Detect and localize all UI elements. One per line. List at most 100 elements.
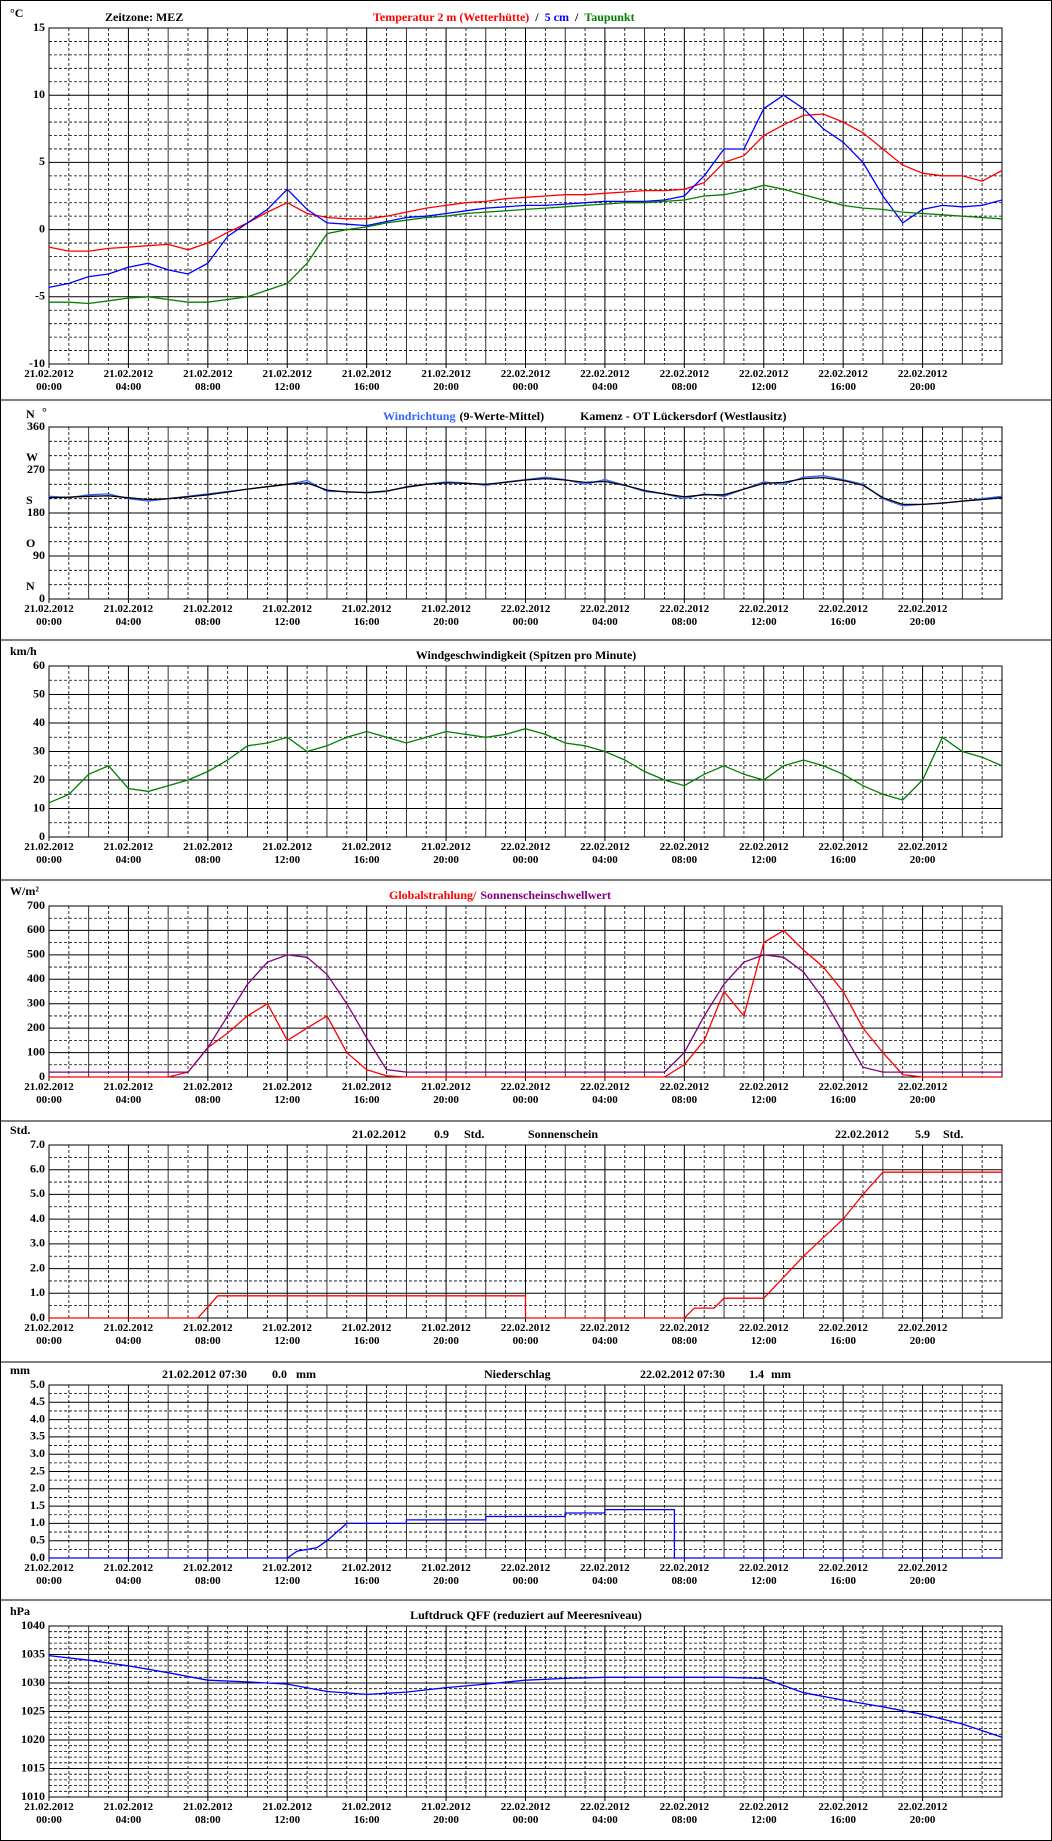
x-tick-label: 21.02.2012 12:00 (262, 1322, 313, 1347)
title-text: Sonnenschein (528, 1127, 598, 1141)
y-tick-label: 4.0 (30, 1211, 45, 1225)
x-tick-label: 22.02.2012 04:00 (580, 368, 630, 393)
x-tick-label: 22.02.2012 16:00 (818, 1801, 868, 1826)
x-tick-label: 22.02.2012 00:00 (500, 603, 551, 628)
unit-label: mm (10, 1363, 30, 1377)
header-note: Std. (464, 1127, 484, 1141)
y-tick-label: 10 (33, 87, 45, 101)
unit-label: W/m² (10, 884, 39, 898)
y-tick-label: 30 (33, 743, 45, 757)
x-tick-label: 22.02.2012 20:00 (897, 1081, 948, 1106)
x-tick-label: 21.02.2012 00:00 (24, 368, 74, 393)
y-tick-label: 40 (33, 715, 45, 729)
plot-border (48, 426, 1003, 600)
x-tick-label: 22.02.2012 08:00 (659, 1322, 710, 1347)
direction-label: S (26, 493, 33, 507)
data-line (49, 1508, 1002, 1559)
y-tick-label: 6.0 (30, 1161, 45, 1175)
y-tick-label: 100 (27, 1044, 45, 1058)
chart-title: Niederschlag (484, 1367, 551, 1381)
x-tick-label: 22.02.2012 12:00 (739, 368, 789, 393)
y-tick-label: 5.0 (30, 1377, 45, 1391)
x-tick-label: 21.02.2012 20:00 (421, 1081, 471, 1106)
x-tick-label: 21.02.2012 20:00 (421, 603, 471, 628)
legend-entry: Taupunkt (584, 10, 634, 24)
x-tick-label: 21.02.2012 16:00 (341, 1081, 392, 1106)
x-tick-label: 22.02.2012 20:00 (897, 368, 948, 393)
title-separator: / (534, 10, 539, 24)
y-tick-label: 0.0 (30, 1550, 45, 1564)
x-tick-label: 21.02.2012 20:00 (421, 1322, 471, 1347)
x-tick-label: 21.02.2012 08:00 (183, 1322, 233, 1347)
panel: -10 -5 0 5 10 15 °C Zeitzone: MEZ Temperatur 2 m… (0, 6, 1052, 401)
x-tick-label: 21.02.2012 12:00 (262, 1801, 313, 1826)
chart-title: Globalstrahlung/Sonnenscheinschwellwert (389, 888, 611, 902)
x-tick-label: 21.02.2012 12:00 (262, 1081, 313, 1106)
x-tick-label: 22.02.2012 00:00 (500, 1801, 551, 1826)
y-tick-label: -5 (35, 289, 45, 303)
x-tick-label: 21.02.2012 20:00 (421, 1801, 471, 1826)
y-tick-label: 400 (27, 971, 45, 985)
x-tick-label: 22.02.2012 20:00 (897, 1801, 948, 1826)
chart-title: Sonnenschein (528, 1127, 598, 1141)
y-tick-label: 3.5 (30, 1429, 45, 1443)
x-tick-label: 22.02.2012 04:00 (580, 841, 630, 866)
x-tick-label: 21.02.2012 16:00 (341, 603, 392, 628)
data-line (49, 954, 1002, 1073)
x-tick-label: 21.02.2012 04:00 (103, 841, 154, 866)
x-tick-label: 21.02.2012 16:00 (341, 1801, 392, 1826)
x-tick-label: 22.02.2012 20:00 (897, 841, 948, 866)
y-tick-label: 10 (33, 800, 45, 814)
y-tick-label: 1.0 (30, 1285, 45, 1299)
x-tick-label: 22.02.2012 00:00 (500, 1322, 551, 1347)
x-tick-label: 22.02.2012 04:00 (580, 1562, 630, 1587)
title-text: Luftdruck QFF (reduziert auf Meeresnivea… (410, 1608, 642, 1622)
x-tick-label: 21.02.2012 00:00 (24, 603, 74, 628)
y-tick-label: 1040 (21, 1618, 45, 1632)
direction-label: W (26, 450, 38, 464)
x-tick-label: 21.02.2012 08:00 (183, 1801, 233, 1826)
y-tick-label: 0 (39, 829, 45, 843)
y-tick-label: 600 (27, 922, 45, 936)
title-text: Kamenz - OT Lückersdorf (Westlausitz) (580, 409, 786, 423)
x-tick-label: 21.02.2012 04:00 (103, 1322, 154, 1347)
x-tick-label: 21.02.2012 04:00 (103, 1562, 154, 1587)
x-tick-label: 21.02.2012 00:00 (24, 1562, 74, 1587)
header-note: Std. (943, 1127, 963, 1141)
x-tick-label: 22.02.2012 20:00 (897, 1322, 948, 1347)
header-note: 5.9 (915, 1127, 930, 1141)
x-tick-label: 21.02.2012 04:00 (103, 1801, 154, 1826)
x-tick-label: 22.02.2012 04:00 (580, 1801, 630, 1826)
x-tick-label: 22.02.2012 08:00 (659, 1081, 710, 1106)
direction-label: O (26, 536, 35, 550)
x-tick-label: 22.02.2012 12:00 (739, 1562, 789, 1587)
x-tick-label: 21.02.2012 16:00 (341, 368, 392, 393)
title-text: Windgeschwindigkeit (Spitzen pro Minute) (416, 648, 637, 662)
title-separator: / (574, 10, 579, 24)
y-tick-label: 1015 (21, 1760, 45, 1774)
y-tick-label: 50 (33, 686, 45, 700)
x-tick-label: 21.02.2012 12:00 (262, 841, 313, 866)
header-note: 22.02.2012 (835, 1127, 889, 1141)
x-tick-label: 21.02.2012 16:00 (341, 1322, 392, 1347)
x-tick-label: 22.02.2012 16:00 (818, 1322, 868, 1347)
unit-label: km/h (10, 644, 37, 658)
direction-label: N (26, 579, 35, 593)
panel: 0 90 180 270 360° N W S O N Windrichtung (9-Werte-M… (0, 405, 1052, 641)
x-tick-label: 22.02.2012 08:00 (659, 1562, 710, 1587)
plot-border (48, 1625, 1003, 1798)
x-tick-label: 22.02.2012 12:00 (739, 1081, 789, 1106)
legend-entry: Sonnenscheinschwellwert (480, 888, 611, 902)
data-line (48, 1654, 1003, 1738)
x-tick-label: 21.02.2012 16:00 (341, 1562, 392, 1587)
data-line (49, 1171, 1002, 1319)
chart-title: Luftdruck QFF (reduziert auf Meeresnivea… (410, 1608, 642, 1622)
y-tick-label: 15 (33, 20, 45, 34)
x-tick-label: 22.02.2012 12:00 (739, 1322, 789, 1347)
y-tick-label: 60 (33, 658, 45, 672)
x-tick-label: 21.02.2012 08:00 (183, 841, 233, 866)
